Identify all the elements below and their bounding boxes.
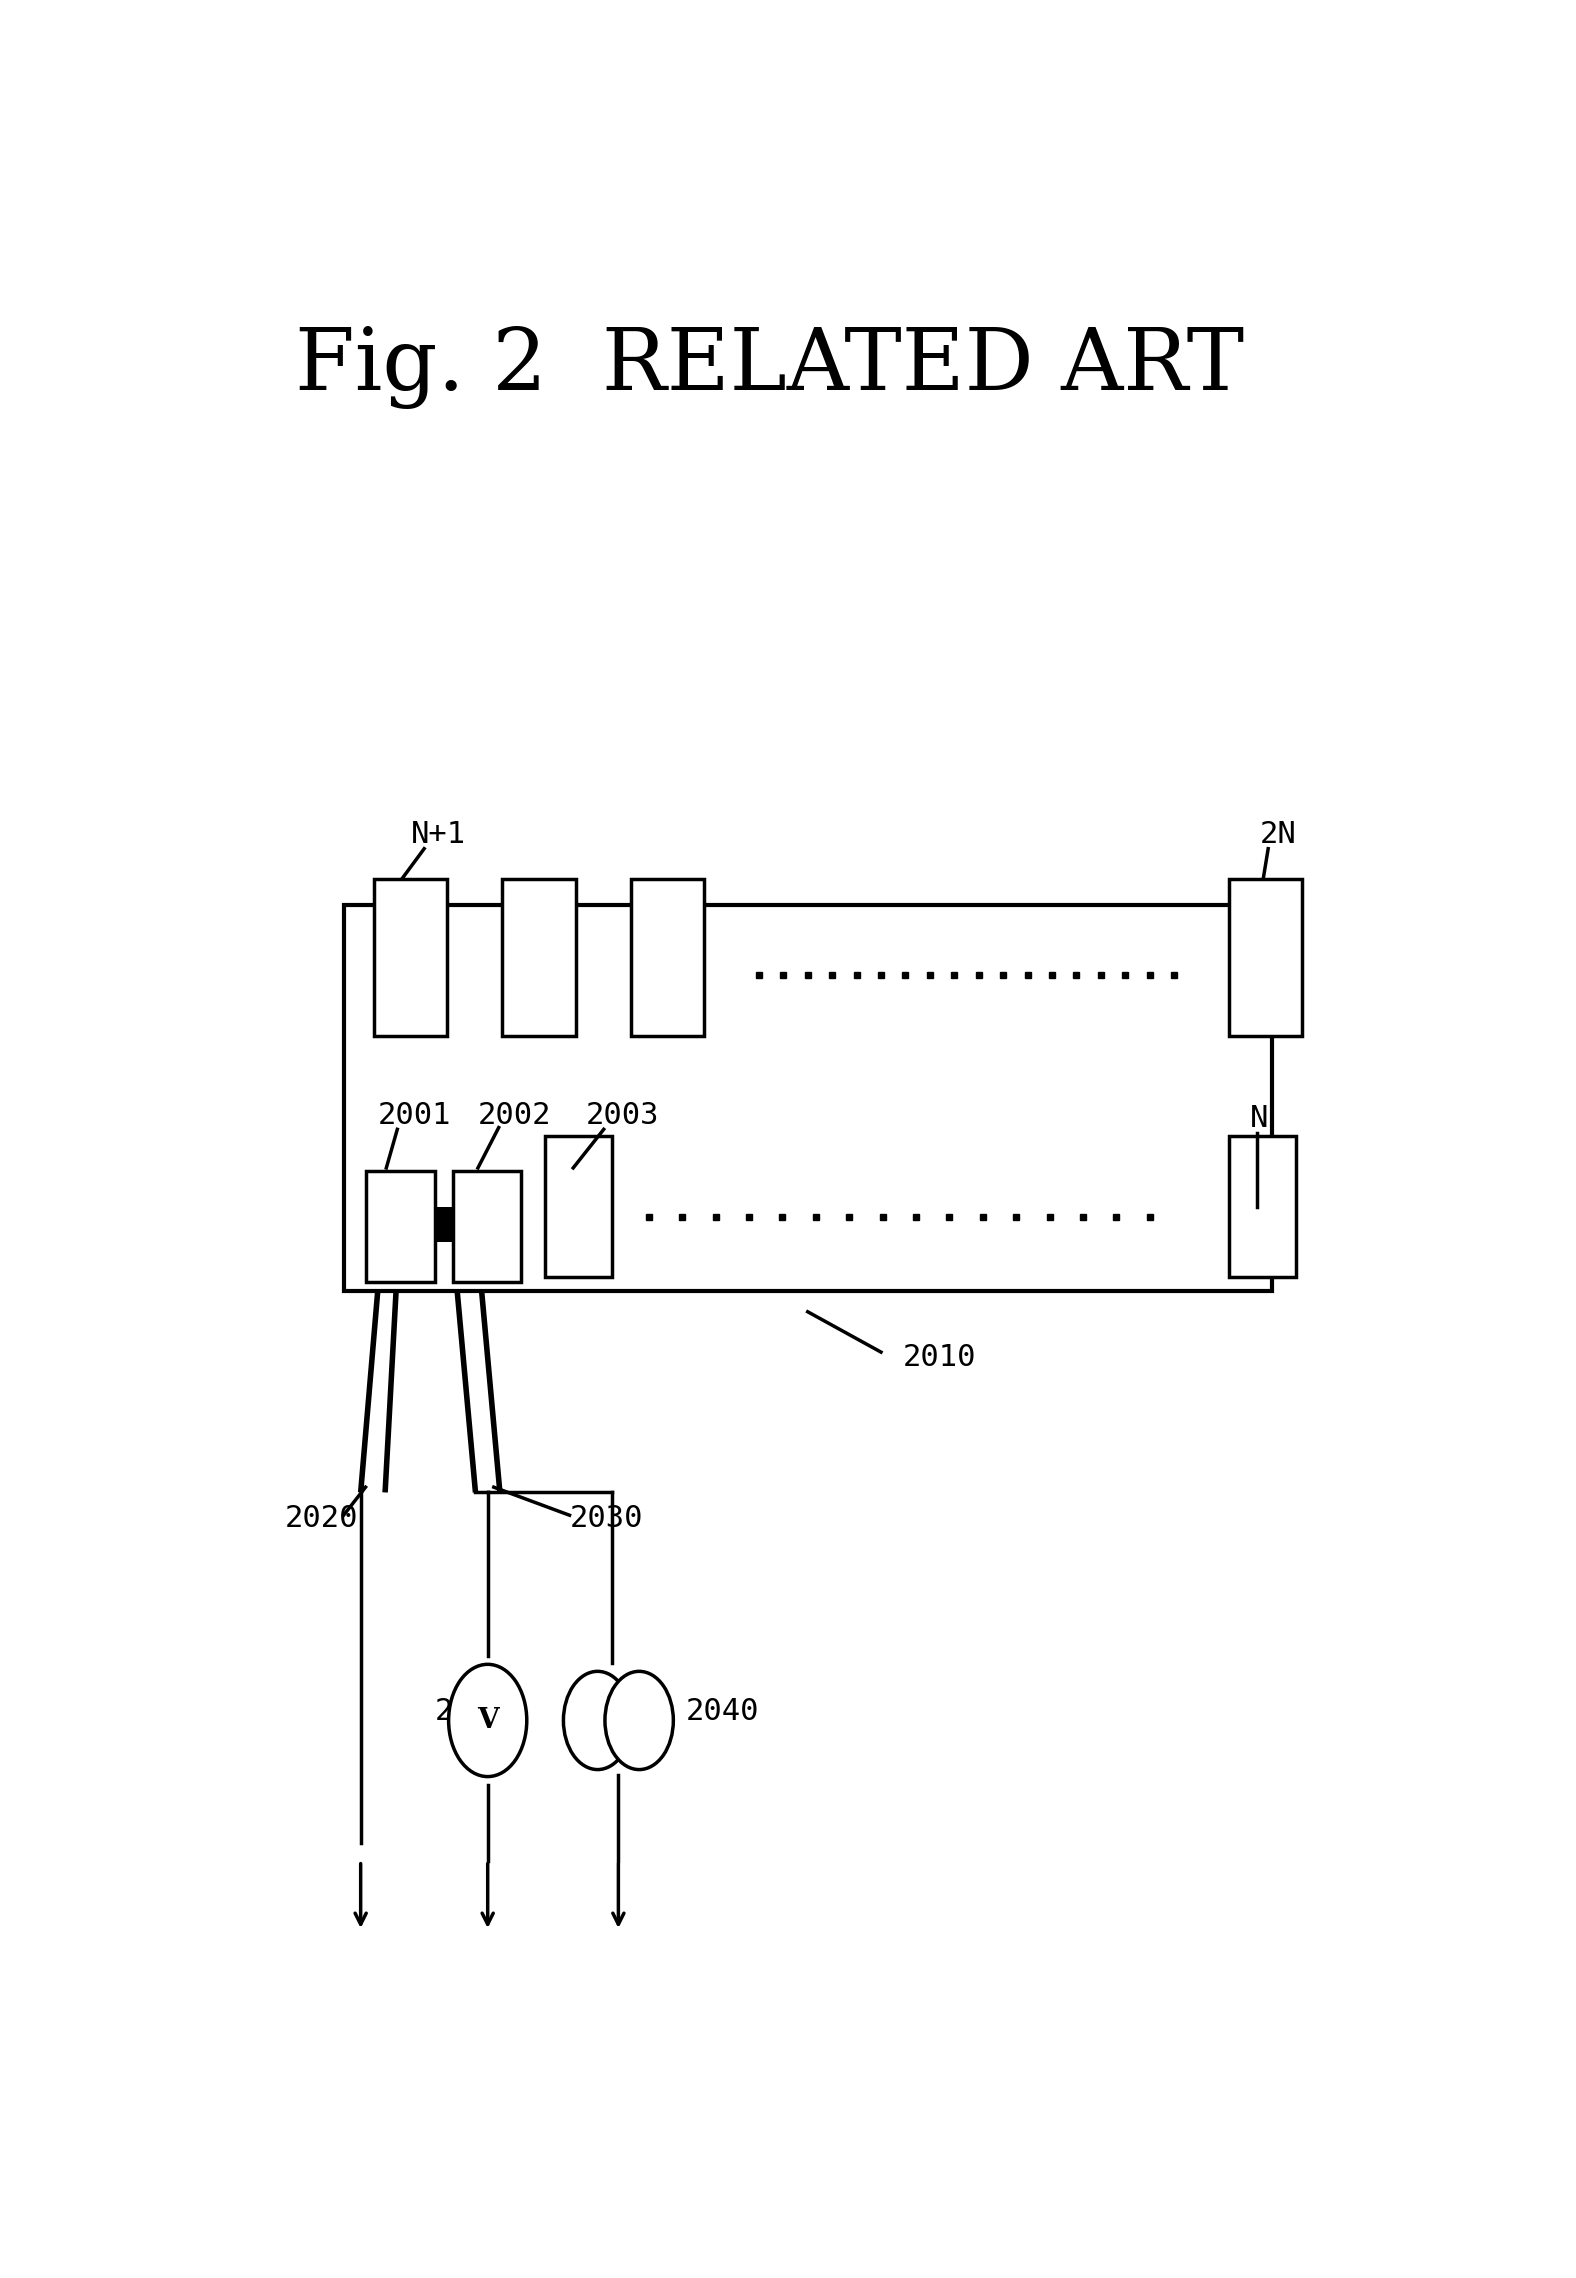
Text: 2001: 2001	[378, 1100, 451, 1130]
Bar	[344, 904, 1272, 1292]
Bar	[1229, 1137, 1297, 1276]
Bar	[1229, 879, 1302, 1036]
Text: N: N	[1250, 1105, 1269, 1134]
Bar	[366, 1171, 435, 1283]
Text: 2002: 2002	[478, 1100, 552, 1130]
Bar	[454, 1171, 520, 1283]
Text: 2030: 2030	[569, 1503, 643, 1533]
Bar	[503, 879, 575, 1036]
Text: 2040: 2040	[686, 1697, 760, 1727]
Text: 2003: 2003	[585, 1100, 659, 1130]
Text: 2020: 2020	[285, 1503, 358, 1533]
Text: N+1: N+1	[411, 820, 466, 850]
Text: 2010: 2010	[903, 1342, 977, 1371]
Text: 2N: 2N	[1259, 820, 1297, 850]
Bar	[545, 1137, 611, 1276]
Bar	[435, 1207, 454, 1242]
Text: 2050: 2050	[435, 1697, 509, 1727]
Circle shape	[605, 1672, 673, 1770]
Bar	[374, 879, 448, 1036]
Circle shape	[449, 1665, 526, 1777]
Text: V: V	[478, 1706, 498, 1734]
Text: Fig. 2  RELATED ART: Fig. 2 RELATED ART	[295, 326, 1243, 410]
Circle shape	[564, 1672, 632, 1770]
Bar	[630, 879, 704, 1036]
